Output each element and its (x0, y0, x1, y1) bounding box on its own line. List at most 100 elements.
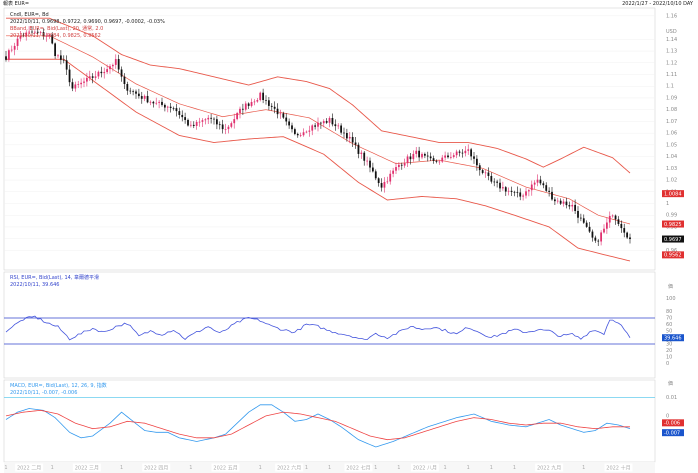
x-month-label: 2022 七月 (344, 463, 373, 472)
candle (582, 214, 585, 224)
candle (588, 221, 591, 234)
candle (513, 190, 516, 197)
macd-y-tick: 0.01 (666, 395, 677, 401)
window-date-range: 2022/1/27 - 2022/10/10 DAY (622, 1, 694, 7)
price-y-axis-label: USD (666, 29, 677, 35)
bollinger-label: BBand, EUR=, Bid(Last), 20, 通常, 2.0 (10, 25, 103, 32)
svg-text:-0.006: -0.006 (664, 421, 680, 427)
candle (458, 149, 461, 157)
candle (487, 167, 490, 181)
rsi-title: RSI, EUR=, Bid(Last), 14, 韋爾德平滑 (10, 274, 99, 281)
x-tick: 1 (467, 465, 470, 471)
macd-last-tag: -0.006 (662, 419, 684, 427)
candle (608, 211, 611, 228)
candle (348, 131, 351, 144)
candle (83, 77, 85, 88)
candle (371, 162, 374, 173)
candle (510, 186, 513, 197)
candle (158, 99, 161, 109)
macd-series-line (5, 409, 630, 441)
candle (111, 63, 114, 72)
candle (527, 189, 530, 197)
x-month-label: 2022 八月 (410, 463, 439, 472)
candle (213, 117, 215, 125)
candle (163, 103, 166, 112)
x-month-label: 2022 六月 (275, 463, 304, 472)
candle (426, 151, 429, 162)
candle (351, 132, 354, 148)
candle (175, 103, 178, 117)
candle (259, 91, 262, 102)
candle (230, 121, 233, 129)
candle (215, 115, 218, 130)
candle (244, 101, 247, 112)
x-tick: 1 (4, 465, 7, 471)
candle (181, 110, 184, 122)
candle (562, 198, 565, 207)
rsi-y-tick: 80 (666, 309, 672, 315)
candle (322, 119, 325, 128)
candle (54, 42, 57, 59)
candle (48, 33, 51, 39)
candle (166, 105, 169, 113)
candle (383, 177, 386, 193)
price-y-tick: 1.04 (666, 154, 677, 160)
candle (276, 103, 279, 119)
candle (423, 152, 426, 159)
candle (539, 175, 542, 186)
price-y-tick: 1.05 (666, 142, 677, 148)
candle (42, 28, 45, 40)
candle (501, 181, 504, 191)
x-month-label: 2022 五月 (211, 463, 240, 472)
candle (496, 179, 499, 188)
bollinger-upper-line (6, 17, 631, 174)
candle (516, 186, 519, 198)
candle (484, 170, 487, 178)
price-y-tick: 1.1 (666, 84, 674, 90)
candle (227, 124, 230, 134)
rsi-y-tick: 30 (666, 342, 672, 348)
candle (10, 45, 13, 53)
candle (7, 48, 10, 62)
candle (77, 80, 80, 89)
candle (267, 96, 270, 111)
x-tick: 1 (374, 465, 377, 471)
candle (265, 95, 267, 105)
candle (357, 142, 360, 159)
price-y-tick: 1.11 (666, 72, 677, 78)
window-title: 報表 EUR= (3, 0, 29, 7)
x-tick: 1 (444, 465, 447, 471)
candle (293, 127, 296, 136)
candle (377, 177, 380, 187)
candle (262, 88, 265, 104)
rsi-panel[interactable]: RSI, EUR=, Bid(Last), 14, 韋爾德平滑 2022/10/… (3, 271, 684, 379)
svg-text:1.0084: 1.0084 (664, 191, 682, 197)
svg-text:2022 六月: 2022 六月 (277, 465, 301, 472)
candle (224, 123, 227, 135)
candle (103, 67, 106, 79)
candle (288, 118, 291, 129)
rsi-y-tick: 50 (666, 329, 672, 335)
candle (152, 100, 155, 108)
candle (418, 146, 421, 161)
rsi-y-tick: 70 (666, 316, 672, 322)
candle (331, 113, 334, 127)
rsi-y-tick: 0 (666, 361, 669, 367)
candle (551, 186, 553, 201)
price-y-tick: 0.99 (666, 213, 677, 219)
candle (247, 102, 250, 110)
candle (533, 180, 536, 189)
candle (253, 99, 256, 106)
candle (490, 172, 493, 184)
macd-panel[interactable]: MACD, EUR=, Bid(Last), 12, 26, 9, 指数 202… (3, 379, 684, 463)
price-panel[interactable]: Cndl, EUR=, Bd 2022/10/11, 0.9698, 0.972… (3, 7, 684, 271)
candle (467, 144, 470, 155)
macd-series-line (5, 404, 631, 448)
candle (360, 150, 363, 159)
rsi-line (5, 315, 631, 341)
candle (296, 132, 299, 138)
candle (395, 162, 397, 175)
candle (325, 118, 328, 124)
candle (143, 94, 146, 102)
candle (36, 28, 39, 35)
